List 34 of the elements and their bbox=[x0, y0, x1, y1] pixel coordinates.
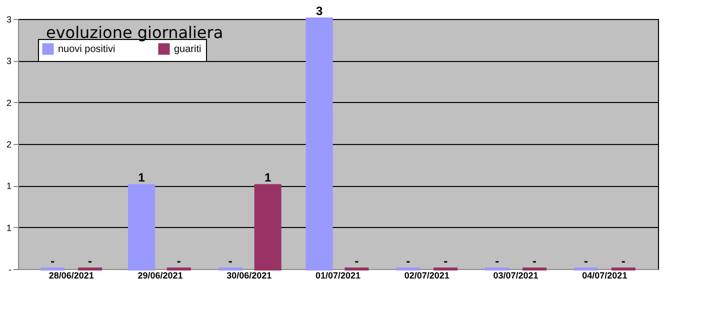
y-tick-label: 3 bbox=[6, 14, 12, 24]
x-tick-label: 30/06/2021 bbox=[226, 270, 272, 280]
y-tick-label: 2 bbox=[6, 98, 12, 108]
data-label: - bbox=[176, 254, 181, 268]
bar bbox=[128, 184, 156, 270]
data-label: - bbox=[584, 254, 588, 268]
data-label: - bbox=[50, 254, 55, 268]
y-tick-label: 3 bbox=[6, 56, 12, 66]
data-label: - bbox=[88, 254, 92, 268]
x-tick-label: 01/07/2021 bbox=[315, 270, 361, 280]
data-label: - bbox=[354, 254, 359, 268]
legend-label: nuovi positivi bbox=[58, 44, 116, 55]
x-tick-label: 03/07/2021 bbox=[493, 270, 538, 280]
x-tick-label: 29/06/2021 bbox=[138, 270, 183, 280]
data-label: - bbox=[532, 254, 536, 268]
chart-title: evoluzione giornaliera bbox=[46, 23, 224, 42]
data-label: - bbox=[495, 254, 500, 268]
y-tick-label: 2 bbox=[6, 140, 12, 150]
y-tick-label: 1 bbox=[6, 222, 12, 233]
y-tick-label: - bbox=[8, 264, 12, 274]
data-label: 1 bbox=[264, 170, 272, 185]
y-tick-label: 1 bbox=[6, 181, 12, 192]
x-tick-label: 28/06/2021 bbox=[48, 270, 94, 280]
data-label: 1 bbox=[138, 170, 146, 185]
data-label: - bbox=[621, 254, 626, 268]
bar bbox=[306, 18, 333, 270]
x-tick-label: 04/07/2021 bbox=[582, 270, 628, 280]
legend-label: guariti bbox=[174, 44, 202, 55]
data-label: - bbox=[444, 254, 448, 268]
data-label: 3 bbox=[316, 4, 323, 18]
bar bbox=[254, 184, 282, 270]
x-tick-label: 02/07/2021 bbox=[404, 270, 450, 280]
data-label: - bbox=[406, 254, 410, 268]
data-label: - bbox=[228, 254, 232, 268]
